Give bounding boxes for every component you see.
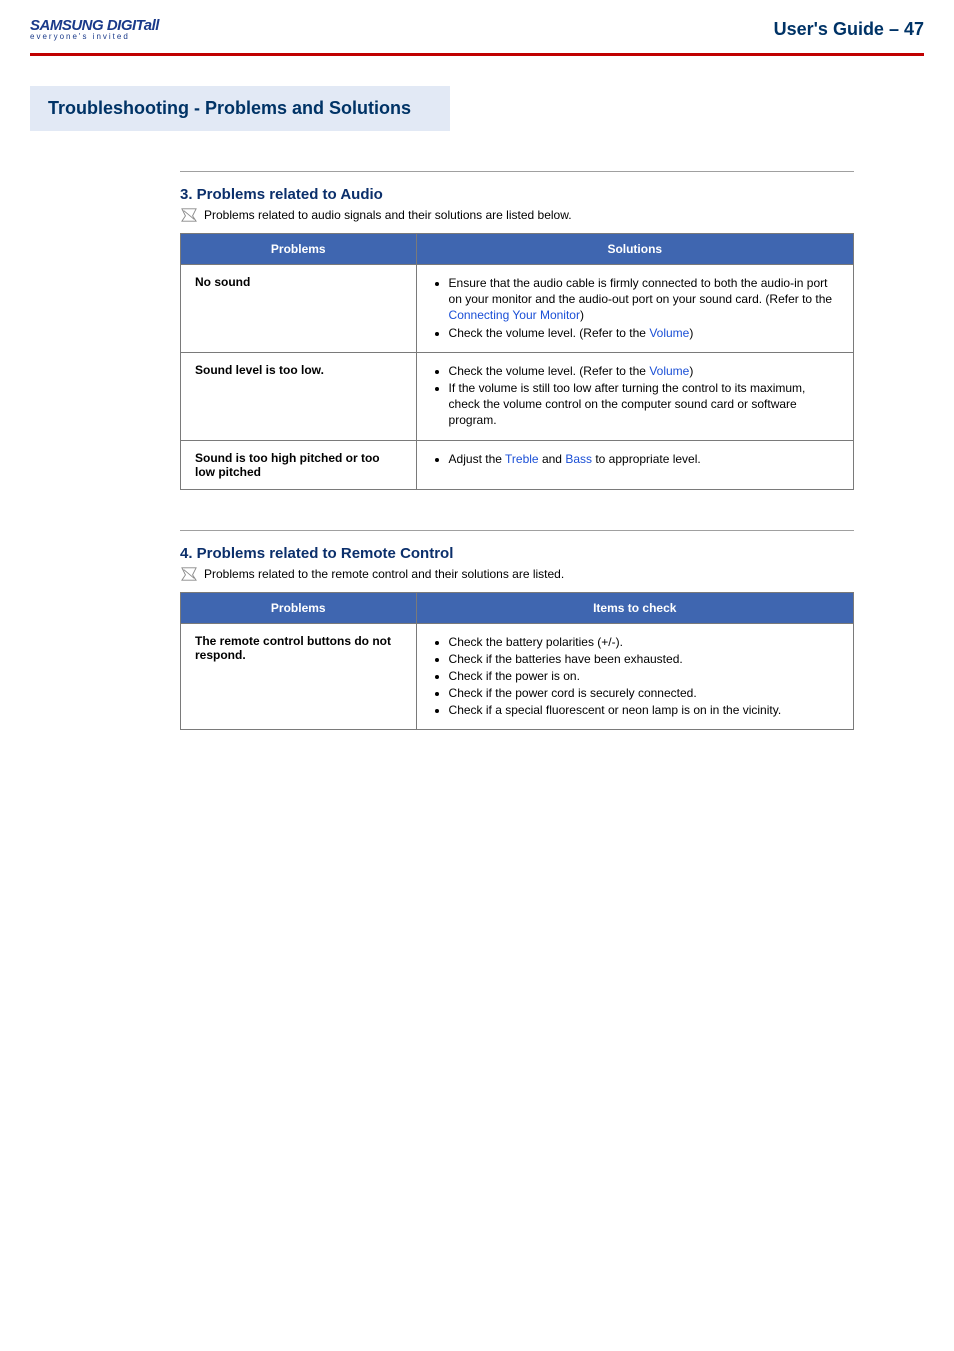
check-item: Check the battery polarities (+/-). bbox=[449, 634, 839, 650]
section4-desc: Problems related to the remote control a… bbox=[204, 567, 564, 581]
col-solutions: Solutions bbox=[416, 234, 853, 265]
col-problems: Problems bbox=[181, 234, 417, 265]
section-title: Troubleshooting - Problems and Solutions bbox=[48, 98, 411, 118]
solution-cell: Check the volume level. (Refer to the Vo… bbox=[416, 352, 853, 440]
section3-heading: 3. Problems related to Audio bbox=[180, 186, 854, 203]
solution-item: Ensure that the audio cable is firmly co… bbox=[449, 275, 839, 324]
check-item: Check if the batteries have been exhaust… bbox=[449, 651, 839, 667]
logo-main-text: SAMSUNG DIGITall bbox=[30, 18, 159, 33]
col-items: Items to check bbox=[416, 592, 853, 623]
section-title-bar: Troubleshooting - Problems and Solutions bbox=[30, 86, 450, 131]
link-connecting-monitor[interactable]: Connecting Your Monitor bbox=[449, 308, 580, 322]
audio-problems-table: Problems Solutions No sound Ensure that … bbox=[180, 233, 854, 490]
brand-logo: SAMSUNG DIGITall everyone's invited bbox=[30, 18, 159, 41]
table-row: The remote control buttons do not respon… bbox=[181, 623, 854, 730]
check-item: Check if the power cord is securely conn… bbox=[449, 685, 839, 701]
header-right: User's Guide – 47 bbox=[774, 19, 924, 40]
link-treble[interactable]: Treble bbox=[505, 452, 539, 466]
solution-item: Check the volume level. (Refer to the Vo… bbox=[449, 363, 839, 379]
table-row: Sound is too high pitched or too low pit… bbox=[181, 440, 854, 489]
main-content: 3. Problems related to Audio Problems re… bbox=[0, 171, 954, 730]
link-volume[interactable]: Volume bbox=[649, 364, 689, 378]
header-divider bbox=[30, 53, 924, 56]
page-header: SAMSUNG DIGITall everyone's invited User… bbox=[0, 0, 954, 53]
problem-cell: Sound level is too low. bbox=[181, 352, 417, 440]
solution-item: Check the volume level. (Refer to the Vo… bbox=[449, 325, 839, 341]
solution-item: Adjust the Treble and Bass to appropriat… bbox=[449, 451, 839, 467]
problem-cell: The remote control buttons do not respon… bbox=[181, 623, 417, 730]
link-bass[interactable]: Bass bbox=[565, 452, 592, 466]
col-problems: Problems bbox=[181, 592, 417, 623]
logo-sub-text: everyone's invited bbox=[30, 33, 159, 41]
section3-desc-row: Problems related to audio signals and th… bbox=[180, 207, 854, 223]
page-number: 47 bbox=[904, 19, 924, 39]
check-item: Check if the power is on. bbox=[449, 668, 839, 684]
solution-cell: Check the battery polarities (+/-). Chec… bbox=[416, 623, 853, 730]
note-icon bbox=[180, 566, 198, 582]
check-item: Check if a special fluorescent or neon l… bbox=[449, 702, 839, 718]
guide-label: User's Guide bbox=[774, 19, 884, 39]
problem-cell: Sound is too high pitched or too low pit… bbox=[181, 440, 417, 489]
page-sep: – bbox=[884, 19, 904, 39]
table-row: No sound Ensure that the audio cable is … bbox=[181, 265, 854, 353]
remote-problems-table: Problems Items to check The remote contr… bbox=[180, 592, 854, 731]
divider bbox=[180, 530, 854, 531]
problem-cell: No sound bbox=[181, 265, 417, 353]
section3-desc: Problems related to audio signals and th… bbox=[204, 208, 572, 222]
divider bbox=[180, 171, 854, 172]
solution-item: If the volume is still too low after tur… bbox=[449, 380, 839, 429]
note-icon bbox=[180, 207, 198, 223]
solution-cell: Adjust the Treble and Bass to appropriat… bbox=[416, 440, 853, 489]
solution-cell: Ensure that the audio cable is firmly co… bbox=[416, 265, 853, 353]
link-volume[interactable]: Volume bbox=[649, 326, 689, 340]
section4-heading: 4. Problems related to Remote Control bbox=[180, 545, 854, 562]
section4-desc-row: Problems related to the remote control a… bbox=[180, 566, 854, 582]
table-row: Sound level is too low. Check the volume… bbox=[181, 352, 854, 440]
